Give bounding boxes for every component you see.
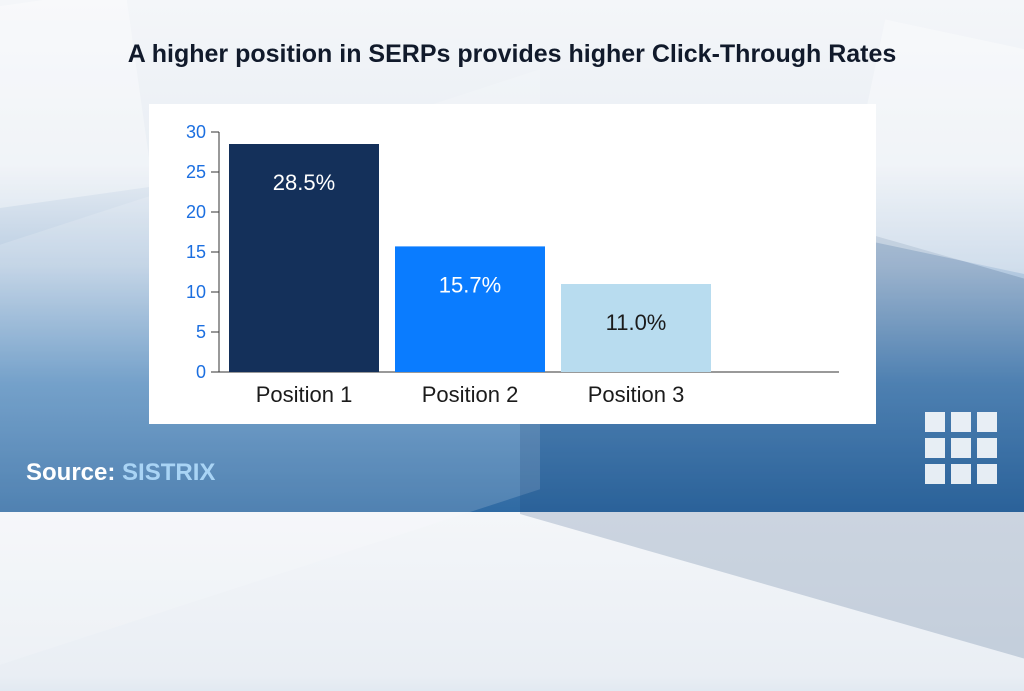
logo-cell bbox=[951, 464, 971, 484]
logo-cell bbox=[977, 412, 997, 432]
y-tick-label: 25 bbox=[186, 162, 206, 182]
data-label: 11.0% bbox=[606, 310, 667, 335]
logo-cell bbox=[951, 438, 971, 458]
y-tick-label: 0 bbox=[196, 362, 206, 382]
x-category-label: Position 3 bbox=[588, 382, 685, 407]
source-credit: Source: SISTRIX bbox=[26, 459, 215, 487]
logo-cell bbox=[925, 464, 945, 484]
bar bbox=[561, 284, 711, 372]
y-tick-label: 20 bbox=[186, 202, 206, 222]
logo-cell bbox=[977, 438, 997, 458]
grid-icon bbox=[925, 412, 997, 484]
x-category-label: Position 2 bbox=[422, 382, 519, 407]
chart-panel: 0 5 10 15 20 25 30 28.5% Position 1 15.7% Position… bbox=[149, 104, 876, 424]
y-tick-label: 15 bbox=[186, 242, 206, 262]
bar bbox=[229, 144, 379, 372]
data-label: 15.7% bbox=[439, 272, 501, 297]
logo-cell bbox=[925, 438, 945, 458]
x-category-label: Position 1 bbox=[256, 382, 353, 407]
bar bbox=[395, 246, 545, 372]
logo-cell bbox=[977, 464, 997, 484]
logo-cell bbox=[951, 412, 971, 432]
source-brand: SISTRIX bbox=[122, 459, 216, 486]
bar-chart: 0 5 10 15 20 25 30 28.5% Position 1 15.7% Position… bbox=[186, 122, 839, 407]
y-tick-label: 30 bbox=[186, 122, 206, 142]
data-label: 28.5% bbox=[273, 170, 335, 195]
logo-cell bbox=[925, 412, 945, 432]
y-tick-label: 5 bbox=[196, 322, 206, 342]
y-tick-label: 10 bbox=[186, 282, 206, 302]
chart-title: A higher position in SERPs provides high… bbox=[127, 40, 897, 68]
source-label: Source: bbox=[26, 459, 116, 486]
background-facet bbox=[0, 0, 154, 212]
